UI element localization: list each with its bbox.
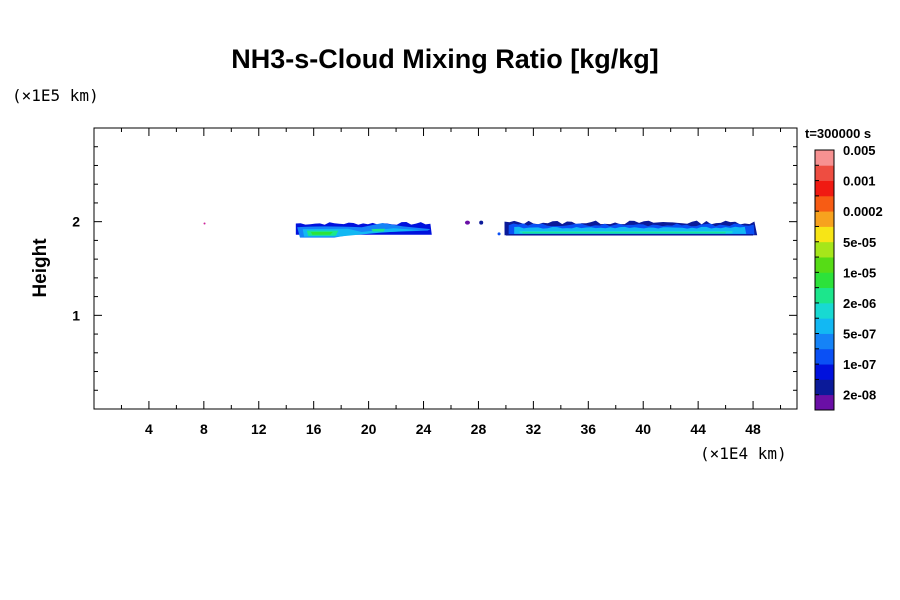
cloud-layer (371, 228, 386, 232)
colorbar-label: 2e-06 (843, 296, 876, 311)
y-tick-label: 2 (72, 214, 80, 230)
cloud-speck (464, 220, 470, 225)
colorbar-swatch (815, 379, 834, 396)
y-tick-label: 1 (72, 307, 80, 323)
y-axis-unit: (×1E5 km) (12, 86, 99, 105)
x-tick-label: 40 (635, 421, 651, 437)
colorbar-label: 0.005 (843, 143, 876, 158)
colorbar-label: 1e-05 (843, 265, 876, 280)
x-axis-unit: (×1E4 km) (700, 444, 787, 463)
x-tick-label: 12 (251, 421, 267, 437)
cloud-field (203, 220, 758, 238)
colorbar-swatch (815, 287, 834, 304)
colorbar-swatch (815, 211, 834, 227)
colorbar-swatch (815, 318, 834, 334)
colorbar-swatch (815, 257, 834, 273)
colorbar-frame (814, 149, 835, 411)
chart-title: NH3-s-Cloud Mixing Ratio [kg/kg] (231, 44, 659, 74)
colorbar-label: 5e-07 (843, 327, 876, 342)
colorbar-swatch (815, 150, 834, 166)
colorbar-swatch (815, 226, 834, 243)
colorbar-label: 0.001 (843, 174, 876, 189)
x-tick-label: 28 (471, 421, 487, 437)
colorbar-label: 0.0002 (843, 204, 883, 219)
colorbar-label: 5e-05 (843, 235, 876, 250)
x-tick-label: 20 (361, 421, 377, 437)
cloud-speck (479, 220, 484, 225)
colorbar: 2e-08 1e-07 5e-07 2e-06 1e-05 5e-05 0.0002 0.00… (814, 143, 883, 411)
x-tick-label: 16 (306, 421, 322, 437)
colorbar-swatch (815, 394, 834, 411)
x-tick-label: 8 (200, 421, 208, 437)
time-label: t=300000 s (805, 126, 872, 141)
colorbar-swatch (815, 272, 834, 289)
cloud-layer (505, 234, 754, 236)
x-tick-label: 44 (690, 421, 706, 437)
colorbar-swatch (815, 180, 834, 197)
colorbar-swatch (815, 364, 834, 380)
x-tick-label: 24 (416, 421, 432, 437)
cloud-layer (310, 231, 333, 235)
colorbar-swatch (815, 241, 834, 258)
x-tick-label: 36 (581, 421, 597, 437)
colorbar-swatch (815, 348, 834, 365)
cloud-speck (497, 232, 501, 236)
colorbar-swatch (815, 165, 834, 181)
cloud-speck (203, 222, 206, 225)
colorbar-label: 1e-07 (843, 357, 876, 372)
x-tick-label: 4 (145, 421, 153, 437)
cloud-layer (522, 232, 726, 234)
colorbar-label: 2e-08 (843, 388, 876, 403)
plot-frame (93, 127, 798, 410)
x-tick-label: 32 (526, 421, 542, 437)
x-tick-label: 48 (745, 421, 761, 437)
colorbar-swatch (815, 302, 834, 319)
colorbar-swatch (815, 195, 834, 212)
colorbar-swatch (815, 333, 834, 350)
